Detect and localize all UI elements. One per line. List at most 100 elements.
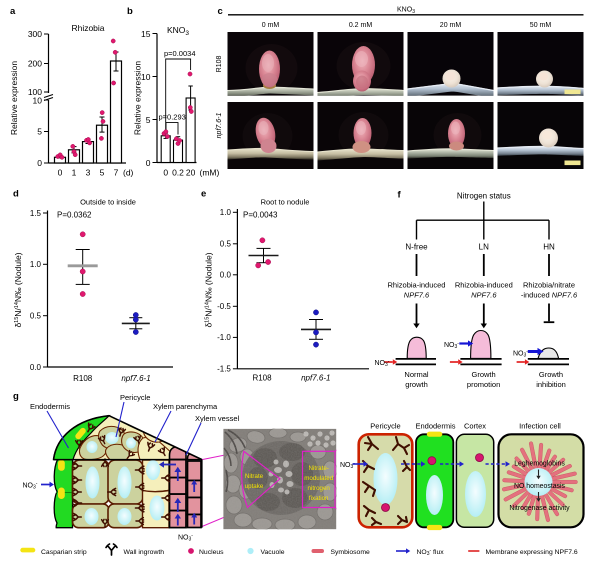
svg-text:NO3-: NO3- — [23, 481, 38, 491]
svg-text:0.5: 0.5 — [220, 240, 232, 249]
svg-text:Outside to inside: Outside to inside — [80, 198, 136, 207]
svg-text:growth: growth — [405, 380, 428, 389]
svg-text:0: 0 — [146, 158, 151, 168]
svg-text:promotion: promotion — [467, 380, 500, 389]
svg-text:0: 0 — [37, 158, 42, 168]
svg-text:e: e — [201, 189, 206, 200]
svg-text:Growth: Growth — [539, 370, 563, 379]
svg-text:100: 100 — [28, 87, 42, 97]
svg-text:NO3- flux: NO3- flux — [417, 547, 445, 557]
svg-text:f: f — [398, 190, 402, 201]
svg-text:Nitrate: Nitrate — [245, 473, 264, 480]
svg-text:Rhizobia-induced: Rhizobia-induced — [388, 281, 446, 290]
svg-text:KNO3: KNO3 — [397, 7, 415, 15]
svg-text:Endodermis: Endodermis — [415, 422, 455, 431]
svg-text:δ15N/14N‰ (Nodule): δ15N/14N‰ (Nodule) — [204, 252, 214, 327]
svg-text:NPF7.6: NPF7.6 — [404, 291, 430, 300]
svg-text:Leghemoglobins: Leghemoglobins — [514, 460, 565, 467]
svg-text:Symbiosome: Symbiosome — [331, 549, 371, 556]
svg-text:c: c — [218, 6, 223, 17]
svg-text:0.2 mM: 0.2 mM — [349, 22, 373, 29]
svg-text:0.2: 0.2 — [172, 168, 184, 178]
svg-text:0 mM: 0 mM — [262, 22, 280, 29]
svg-text:NO3-: NO3- — [444, 340, 459, 350]
svg-text:NO3-: NO3- — [340, 461, 355, 471]
svg-text:NO3-: NO3- — [513, 349, 528, 359]
svg-text:-1.0: -1.0 — [217, 333, 231, 342]
svg-text:R108: R108 — [216, 56, 223, 73]
svg-text:1.0: 1.0 — [220, 208, 232, 217]
svg-text:NO homeostasis: NO homeostasis — [514, 483, 565, 490]
svg-text:LN: LN — [479, 243, 489, 252]
svg-text:Vacuole: Vacuole — [261, 549, 285, 556]
svg-text:(d): (d) — [123, 168, 134, 178]
svg-text:1: 1 — [72, 168, 77, 178]
svg-text:d: d — [13, 189, 19, 200]
svg-text:5: 5 — [37, 127, 42, 137]
svg-text:7: 7 — [114, 168, 119, 178]
svg-text:10: 10 — [33, 96, 43, 106]
svg-text:20 mM: 20 mM — [440, 22, 462, 29]
svg-text:modulated: modulated — [304, 475, 333, 482]
svg-text:a: a — [10, 6, 16, 17]
svg-text:3: 3 — [86, 168, 91, 178]
svg-text:Infection cell: Infection cell — [519, 422, 561, 431]
svg-text:10: 10 — [141, 72, 151, 82]
svg-text:(mM): (mM) — [200, 168, 220, 178]
svg-text:Membrane expressing NPF7.6: Membrane expressing NPF7.6 — [486, 549, 578, 556]
svg-text:Nitrogen status: Nitrogen status — [457, 192, 511, 201]
svg-text:NPF7.6: NPF7.6 — [471, 291, 497, 300]
svg-text:20: 20 — [186, 168, 196, 178]
svg-text:Nucleus: Nucleus — [199, 549, 224, 556]
svg-text:Pericycle: Pericycle — [370, 422, 400, 431]
svg-text:Rhizobia-induced: Rhizobia-induced — [455, 281, 513, 290]
svg-text:Casparian strip: Casparian strip — [41, 549, 87, 556]
svg-text:5: 5 — [100, 168, 105, 178]
svg-text:Nitrate-: Nitrate- — [309, 465, 329, 472]
svg-text:HN: HN — [543, 243, 555, 252]
svg-text:npf7.6-1: npf7.6-1 — [121, 374, 150, 383]
svg-text:0.0: 0.0 — [220, 271, 232, 280]
svg-text:Pericycle: Pericycle — [120, 393, 150, 402]
svg-text:50 mM: 50 mM — [530, 22, 552, 29]
svg-text:NO3-: NO3- — [375, 358, 390, 368]
svg-text:b: b — [127, 6, 133, 17]
svg-text:-0.5: -0.5 — [217, 302, 231, 311]
svg-text:KNO3: KNO3 — [167, 25, 189, 37]
svg-text:P=0.0362: P=0.0362 — [57, 211, 92, 220]
svg-text:0: 0 — [163, 168, 168, 178]
svg-text:npf7.6-1: npf7.6-1 — [301, 373, 330, 382]
svg-text:Rhizobia: Rhizobia — [71, 23, 104, 33]
svg-text:0: 0 — [58, 168, 63, 178]
svg-text:Nitrogenase activity: Nitrogenase activity — [509, 505, 570, 512]
svg-text:Xylem parenchyma: Xylem parenchyma — [153, 402, 218, 411]
svg-text:δ15N/14N‰ (Nodule): δ15N/14N‰ (Nodule) — [13, 252, 23, 327]
svg-text:NO3-: NO3- — [178, 533, 193, 543]
svg-text:Relative expression: Relative expression — [133, 61, 143, 135]
svg-text:Wall ingrowth: Wall ingrowth — [124, 549, 165, 556]
svg-text:uptake: uptake — [245, 483, 264, 490]
svg-text:npf7.6-1: npf7.6-1 — [216, 113, 223, 139]
svg-text:300: 300 — [28, 29, 42, 39]
svg-text:-1.5: -1.5 — [217, 365, 231, 374]
svg-text:5: 5 — [146, 115, 151, 125]
svg-text:15: 15 — [141, 29, 151, 39]
svg-text:1.0: 1.0 — [30, 260, 42, 269]
svg-text:Endodermis: Endodermis — [30, 402, 70, 411]
svg-text:p=0.293: p=0.293 — [159, 113, 186, 122]
svg-text:Relative expression: Relative expression — [9, 61, 19, 135]
svg-text:R108: R108 — [73, 374, 93, 383]
svg-text:0.5: 0.5 — [30, 312, 42, 321]
svg-text:Rhizobia/nitrate: Rhizobia/nitrate — [523, 281, 575, 290]
svg-text:Growth: Growth — [472, 370, 496, 379]
svg-text:Normal: Normal — [404, 370, 429, 379]
svg-text:N-free: N-free — [405, 243, 428, 252]
svg-text:R108: R108 — [252, 373, 272, 382]
svg-text:g: g — [13, 391, 19, 402]
svg-text:Root to nodule: Root to nodule — [261, 198, 310, 207]
svg-text:200: 200 — [28, 59, 42, 69]
svg-text:Cortex: Cortex — [464, 422, 486, 431]
svg-text:0.0: 0.0 — [30, 363, 42, 372]
svg-text:1.5: 1.5 — [30, 209, 42, 218]
svg-text:Xylem vessel: Xylem vessel — [195, 414, 240, 423]
